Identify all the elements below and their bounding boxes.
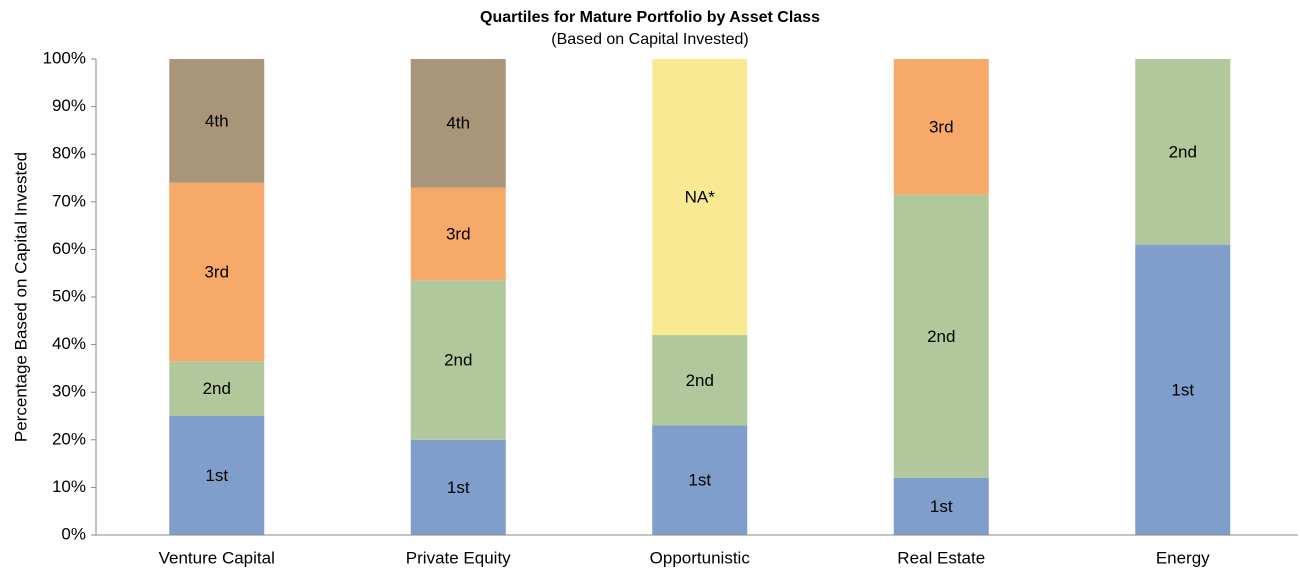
bar-segment <box>652 59 748 336</box>
bar-segment <box>169 182 265 362</box>
segment-label: 1st <box>688 471 711 490</box>
y-tick-label: 0% <box>61 524 86 543</box>
y-tick-label: 70% <box>52 191 86 210</box>
bar-segment <box>893 59 989 195</box>
y-tick-label: 80% <box>52 144 86 163</box>
y-tick-label: 20% <box>52 429 86 448</box>
bar-segment <box>893 194 989 478</box>
segment-label: 2nd <box>1169 142 1197 161</box>
bar-segment <box>169 59 265 183</box>
segment-label: 4th <box>205 111 229 130</box>
y-tick-label: 30% <box>52 382 86 401</box>
x-tick-label: Venture Capital <box>159 548 275 567</box>
y-tick-label: 100% <box>43 48 86 67</box>
bar-segment <box>410 59 506 188</box>
x-tick-label: Real Estate <box>897 548 985 567</box>
segment-label: 1st <box>205 466 228 485</box>
segment-label: 3rd <box>204 262 229 281</box>
chart-subtitle: (Based on Capital Invested) <box>551 31 748 48</box>
segment-label: NA* <box>685 188 716 207</box>
segment-label: 2nd <box>203 379 231 398</box>
chart-title: Quartiles for Mature Portfolio by Asset … <box>480 9 820 26</box>
bar-segment <box>169 361 265 416</box>
segment-label: 1st <box>1171 380 1194 399</box>
y-tick-label: 50% <box>52 286 86 305</box>
bar-segment <box>169 416 265 535</box>
y-tick-label: 60% <box>52 239 86 258</box>
segment-label: 1st <box>447 478 470 497</box>
bar-segment <box>410 439 506 535</box>
y-tick-label: 10% <box>52 477 86 496</box>
x-tick-label: Private Equity <box>406 548 511 567</box>
segment-label: 1st <box>930 497 953 516</box>
segment-label: 2nd <box>927 327 955 346</box>
segment-label: 2nd <box>686 371 714 390</box>
y-tick-label: 90% <box>52 96 86 115</box>
bar-segment <box>1135 244 1231 535</box>
segment-label: 4th <box>446 114 470 133</box>
bar-segment <box>893 477 989 535</box>
segment-label: 3rd <box>446 224 471 243</box>
segment-label: 2nd <box>444 351 472 370</box>
bar-segment <box>410 187 506 281</box>
bar-segment <box>652 425 748 535</box>
bar-segment <box>652 335 748 426</box>
y-axis-label: Percentage Based on Capital Invested <box>11 152 30 442</box>
y-tick-label: 40% <box>52 334 86 353</box>
bar-segment <box>410 280 506 440</box>
x-tick-label: Energy <box>1156 548 1210 567</box>
segment-label: 3rd <box>929 117 954 136</box>
x-tick-label: Opportunistic <box>650 548 751 567</box>
bar-segment <box>1135 59 1231 245</box>
